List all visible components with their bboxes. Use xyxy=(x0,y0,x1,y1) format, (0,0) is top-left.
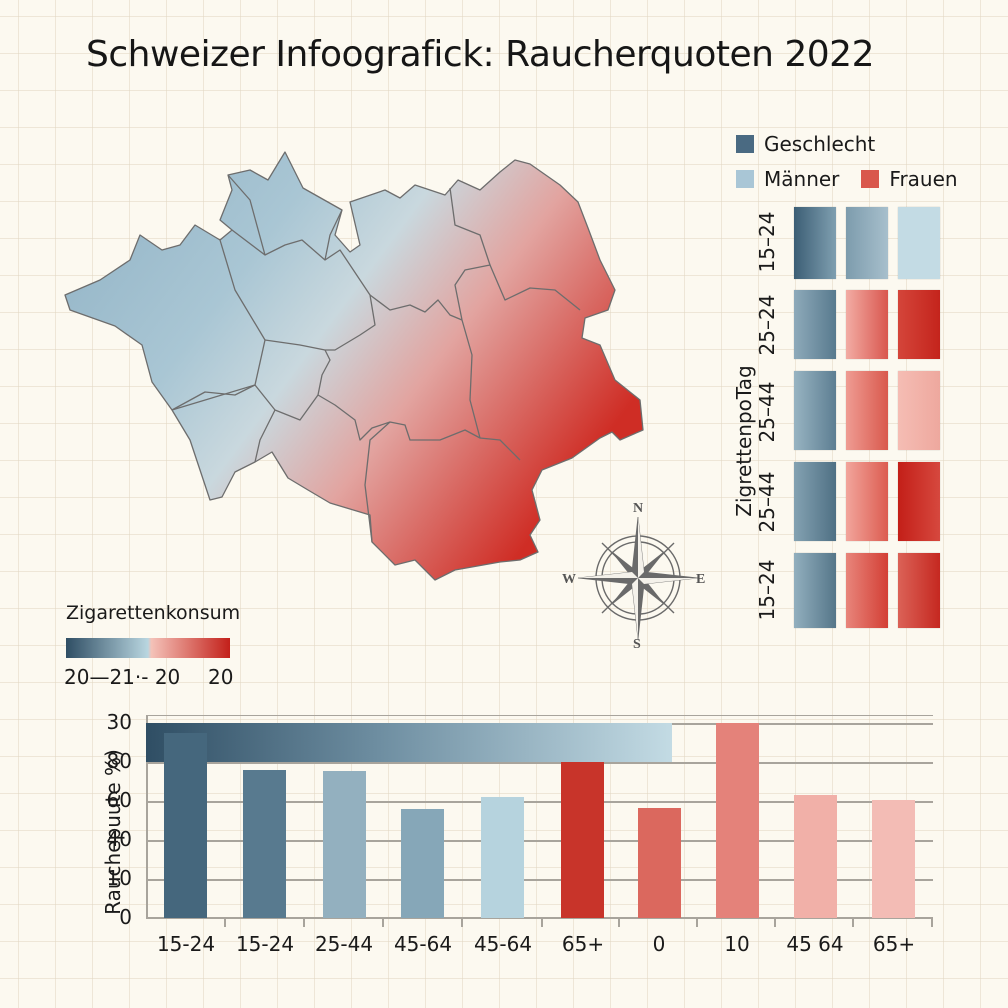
heatmap-cell xyxy=(794,462,836,541)
color-scale-tick-right: 20 xyxy=(208,665,234,689)
x-tick-label: 45 64 xyxy=(786,932,844,956)
x-axis-line xyxy=(146,917,933,919)
color-scale-title: Zigarettenkonsum xyxy=(66,602,241,624)
bar-6[interactable] xyxy=(561,762,604,918)
x-tick-mark xyxy=(541,918,543,927)
x-tick-label: 65+ xyxy=(872,932,916,956)
x-tick-mark xyxy=(774,918,776,927)
bar-5[interactable] xyxy=(481,797,524,918)
gridline xyxy=(146,840,933,842)
heatmap-cell xyxy=(846,462,888,541)
bar-2[interactable] xyxy=(243,770,286,918)
heatmap-axis-label: ZigrettenpoTag xyxy=(731,365,756,517)
y-tick: 40 xyxy=(106,827,132,851)
heatmap-cell xyxy=(898,207,940,279)
x-tick-label: 65+ xyxy=(561,932,605,956)
x-tick-mark xyxy=(382,918,384,927)
heatmap-row-label: 25–44 xyxy=(755,381,779,443)
x-tick-label: 15-24 xyxy=(235,932,295,956)
x-tick-label: 15-24 xyxy=(156,932,216,956)
heatmap-cell xyxy=(898,462,940,541)
bar-3[interactable] xyxy=(323,771,366,918)
x-tick-mark xyxy=(852,918,854,927)
compass-s: S xyxy=(633,637,641,652)
legend-label-maenner: Männer xyxy=(764,167,840,191)
bar-8[interactable] xyxy=(716,723,759,918)
gridline xyxy=(146,801,933,803)
heatmap-cell xyxy=(898,290,940,359)
gridline xyxy=(146,715,933,716)
compass-n: N xyxy=(633,501,643,516)
bar-4[interactable] xyxy=(401,809,444,918)
x-tick-mark xyxy=(461,918,463,927)
color-scale-tick-left: 20—21·- 20 xyxy=(64,665,181,689)
heatmap-cell xyxy=(794,371,836,450)
legend-label-geschlecht: Geschlecht xyxy=(764,132,876,156)
heatmap-cell xyxy=(846,371,888,450)
bar-10[interactable] xyxy=(872,800,915,918)
x-tick-mark xyxy=(696,918,698,927)
compass-rose-icon: N W E S xyxy=(562,501,705,652)
heatmap-row-label: 25–44 xyxy=(755,471,779,533)
x-tick-label: 10 xyxy=(724,932,750,956)
heatmap-row-label: 15–24 xyxy=(755,211,779,273)
compass-w: W xyxy=(562,572,576,587)
x-tick-label: 0 xyxy=(652,932,666,956)
switzerland-choropleth-map xyxy=(64,151,644,581)
canton-region xyxy=(64,151,644,581)
bar-1[interactable] xyxy=(164,733,207,918)
gridline xyxy=(146,879,933,881)
x-tick-mark xyxy=(618,918,620,927)
bar-9[interactable] xyxy=(794,795,837,918)
legend-header: Geschlecht xyxy=(736,132,875,156)
x-tick-mark xyxy=(303,918,305,927)
compass-e: E xyxy=(696,572,705,587)
heatmap-cell xyxy=(794,290,836,359)
y-axis-line xyxy=(146,715,148,919)
chart-title: Schweizer Infoografick: Raucherquoten 20… xyxy=(86,34,874,75)
gradient-overlay-band xyxy=(146,723,672,762)
y-tick: 0 xyxy=(119,905,132,929)
x-tick-mark xyxy=(931,918,933,927)
x-tick-label: 45-64 xyxy=(393,932,453,956)
y-tick: 80 xyxy=(106,749,132,773)
heatmap-cell xyxy=(898,371,940,450)
x-tick-label: 45-64 xyxy=(473,932,533,956)
heatmap-cell xyxy=(794,553,836,628)
legend-items: Männer Frauen xyxy=(736,167,958,191)
legend-swatch-geschlecht xyxy=(736,135,754,153)
heatmap-cell xyxy=(898,553,940,628)
x-tick-mark xyxy=(224,918,226,927)
bar-7[interactable] xyxy=(638,808,681,918)
y-tick: 60 xyxy=(106,788,132,812)
color-scale-bar xyxy=(66,638,230,658)
heatmap-row-label: 25–24 xyxy=(755,294,779,356)
legend-label-frauen: Frauen xyxy=(889,167,958,191)
heatmap-cell xyxy=(794,207,836,279)
heatmap-row-label: 15–24 xyxy=(755,559,779,621)
bar-chart-plot-area xyxy=(146,715,933,927)
y-tick: 10 xyxy=(106,866,132,890)
y-tick: 30 xyxy=(106,710,132,734)
legend-swatch-maenner xyxy=(736,170,754,188)
heatmap-cell xyxy=(846,290,888,359)
x-tick-label: 25-44 xyxy=(314,932,374,956)
legend-swatch-frauen xyxy=(861,170,880,188)
heatmap-cell xyxy=(846,553,888,628)
heatmap-cell xyxy=(846,207,888,279)
gridline xyxy=(146,762,933,764)
